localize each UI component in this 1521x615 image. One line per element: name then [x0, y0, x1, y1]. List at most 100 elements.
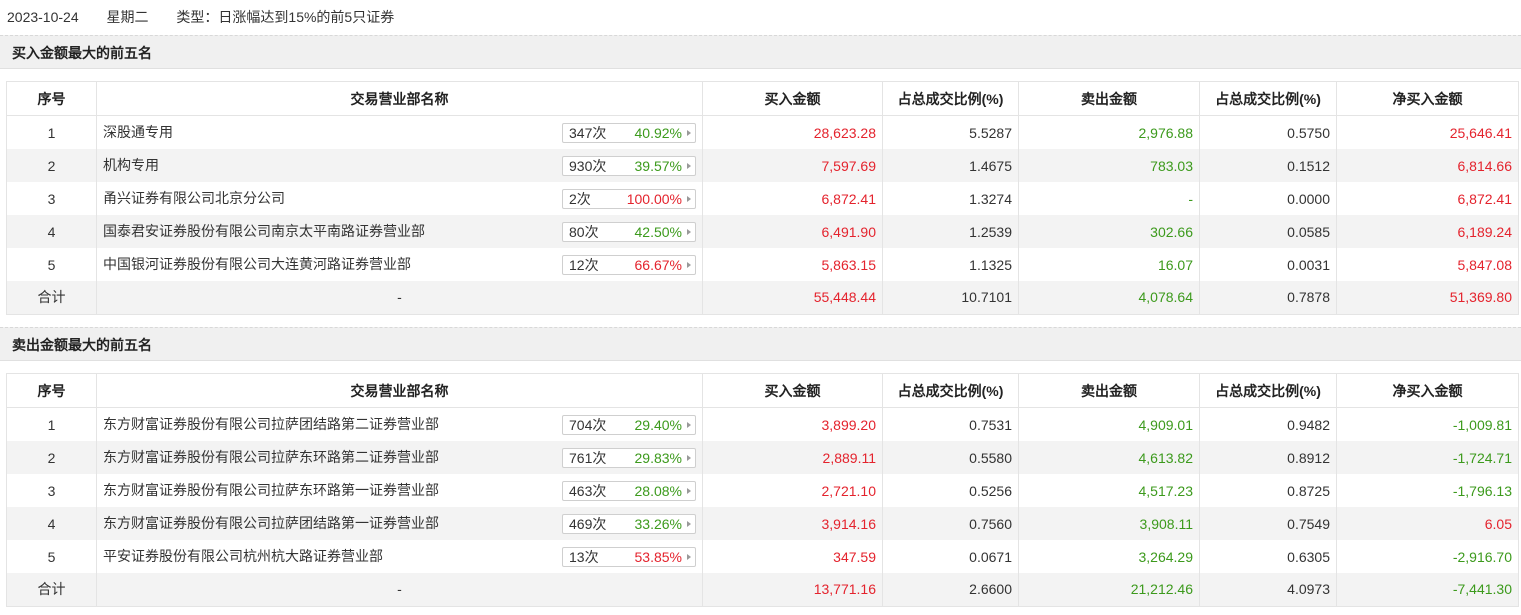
buy-ratio: 0.7560	[882, 507, 1019, 540]
dept-name-link[interactable]: 中国银河证券股份有限公司大连黄河路证券营业部	[103, 256, 411, 272]
rank-stats-button[interactable]: 80次 42.50%	[562, 222, 696, 242]
sell-ratio: 0.5750	[1199, 115, 1337, 149]
caret-right-icon	[687, 455, 691, 461]
total-label: 合计	[6, 281, 97, 315]
sell-ratio: 0.0585	[1199, 215, 1337, 248]
appearance-count: 704次	[569, 417, 607, 433]
sell-amount: 4,517.23	[1018, 474, 1200, 507]
rank-stats-button[interactable]: 13次 53.85%	[562, 547, 696, 567]
col-net-amount[interactable]: 净买入金额	[1336, 373, 1519, 408]
col-sell-ratio[interactable]: 占总成交比例(%)	[1199, 373, 1337, 408]
win-rate: 100.00%	[626, 191, 682, 207]
dept-name-link[interactable]: 东方财富证券股份有限公司拉萨团结路第一证券营业部	[103, 515, 439, 531]
list-type: 类型：日涨幅达到15%的前5只证券	[176, 9, 395, 25]
col-buy-amount[interactable]: 买入金额	[702, 81, 883, 116]
table-row: 5 平安证券股份有限公司杭州杭大路证券营业部 13次 53.85% 347.59 0.06…	[6, 540, 1519, 573]
buy-amount: 28,623.28	[702, 115, 883, 149]
appearance-count: 80次	[569, 224, 599, 240]
caret-right-icon	[687, 488, 691, 494]
sell-ratio: 0.1512	[1199, 149, 1337, 182]
row-no: 2	[6, 149, 97, 182]
dept-name-link[interactable]: 平安证券股份有限公司杭州杭大路证券营业部	[103, 548, 383, 564]
sell-ratio: 0.7549	[1199, 507, 1337, 540]
buy-ratio: 0.0671	[882, 540, 1019, 573]
net-amount: 25,646.41	[1336, 115, 1519, 149]
sell-ratio: 0.9482	[1199, 407, 1337, 441]
caret-right-icon	[687, 554, 691, 560]
rank-stats-button[interactable]: 347次 40.92%	[562, 123, 696, 143]
sell-amount: 3,264.29	[1018, 540, 1200, 573]
win-rate: 29.83%	[634, 450, 682, 466]
caret-right-icon	[687, 262, 691, 268]
dept-cell: 东方财富证券股份有限公司拉萨东环路第二证券营业部 761次 29.83%	[96, 441, 703, 474]
col-dept-name[interactable]: 交易营业部名称	[96, 81, 703, 116]
buy-amount: 3,899.20	[702, 407, 883, 441]
col-net-amount[interactable]: 净买入金额	[1336, 81, 1519, 116]
buy-top5-table: 序号 交易营业部名称 买入金额 占总成交比例(%) 卖出金额 占总成交比例(%)…	[6, 81, 1519, 315]
buy-amount: 3,914.16	[702, 507, 883, 540]
col-sell-ratio[interactable]: 占总成交比例(%)	[1199, 81, 1337, 116]
table-header-row: 序号 交易营业部名称 买入金额 占总成交比例(%) 卖出金额 占总成交比例(%)…	[6, 373, 1519, 408]
dept-name-link[interactable]: 东方财富证券股份有限公司拉萨东环路第一证券营业部	[103, 482, 439, 498]
rank-stats-button[interactable]: 2次 100.00%	[562, 189, 696, 209]
sell-ratio: 0.8725	[1199, 474, 1337, 507]
dept-name-link[interactable]: 机构专用	[103, 157, 159, 173]
row-no: 3	[6, 474, 97, 507]
total-dept: -	[96, 281, 703, 315]
table-row: 5 中国银河证券股份有限公司大连黄河路证券营业部 12次 66.67% 5,863.15…	[6, 248, 1519, 281]
buy-ratio: 1.3274	[882, 182, 1019, 215]
net-amount: -1,796.13	[1336, 474, 1519, 507]
rank-stats-button[interactable]: 463次 28.08%	[562, 481, 696, 501]
rank-stats-button[interactable]: 704次 29.40%	[562, 415, 696, 435]
sell-amount: 4,613.82	[1018, 441, 1200, 474]
total-net-amount: -7,441.30	[1336, 573, 1519, 607]
buy-ratio: 5.5287	[882, 115, 1019, 149]
rank-stats-button[interactable]: 469次 33.26%	[562, 514, 696, 534]
top-info-bar: 2023-10-24 星期二 类型：日涨幅达到15%的前5只证券	[0, 0, 1521, 34]
buy-ratio: 1.1325	[882, 248, 1019, 281]
win-rate: 28.08%	[634, 483, 682, 499]
rank-stats-button[interactable]: 761次 29.83%	[562, 448, 696, 468]
appearance-count: 930次	[569, 158, 607, 174]
sell-ratio: 0.0031	[1199, 248, 1337, 281]
table-row: 2 机构专用 930次 39.57% 7,597.69 1.4675 783.03 0.151…	[6, 149, 1519, 182]
win-rate: 66.67%	[634, 257, 682, 273]
win-rate: 29.40%	[634, 417, 682, 433]
col-dept-name[interactable]: 交易营业部名称	[96, 373, 703, 408]
table-row: 2 东方财富证券股份有限公司拉萨东环路第二证券营业部 761次 29.83% 2,889…	[6, 441, 1519, 474]
col-sell-amount[interactable]: 卖出金额	[1018, 373, 1200, 408]
win-rate: 40.92%	[634, 125, 682, 141]
caret-right-icon	[687, 422, 691, 428]
row-no: 4	[6, 507, 97, 540]
sell-amount: 783.03	[1018, 149, 1200, 182]
col-sell-amount[interactable]: 卖出金额	[1018, 81, 1200, 116]
rank-stats-button[interactable]: 930次 39.57%	[562, 156, 696, 176]
caret-right-icon	[687, 163, 691, 169]
row-no: 2	[6, 441, 97, 474]
caret-right-icon	[687, 229, 691, 235]
col-buy-amount[interactable]: 买入金额	[702, 373, 883, 408]
dept-name-link[interactable]: 东方财富证券股份有限公司拉萨东环路第二证券营业部	[103, 449, 439, 465]
dept-name-link[interactable]: 国泰君安证券股份有限公司南京太平南路证券营业部	[103, 223, 425, 239]
trade-date: 2023-10-24	[7, 9, 79, 25]
sell-amount: 302.66	[1018, 215, 1200, 248]
rank-stats-button[interactable]: 12次 66.67%	[562, 255, 696, 275]
col-no[interactable]: 序号	[6, 373, 97, 408]
net-amount: 6.05	[1336, 507, 1519, 540]
total-buy-amount: 13,771.16	[702, 573, 883, 607]
total-dept: -	[96, 573, 703, 607]
win-rate: 33.26%	[634, 516, 682, 532]
net-amount: 6,189.24	[1336, 215, 1519, 248]
buy-amount: 347.59	[702, 540, 883, 573]
col-buy-ratio[interactable]: 占总成交比例(%)	[882, 373, 1019, 408]
buy-ratio: 0.5580	[882, 441, 1019, 474]
col-buy-ratio[interactable]: 占总成交比例(%)	[882, 81, 1019, 116]
col-no[interactable]: 序号	[6, 81, 97, 116]
buy-amount: 6,491.90	[702, 215, 883, 248]
dept-name-link[interactable]: 东方财富证券股份有限公司拉萨团结路第二证券营业部	[103, 416, 439, 432]
buy-ratio: 1.2539	[882, 215, 1019, 248]
dept-name-link[interactable]: 深股通专用	[103, 124, 173, 140]
buy-amount: 6,872.41	[702, 182, 883, 215]
total-row: 合计 -13,771.16 2.6600 21,212.46 4.0973 -7,441.…	[6, 573, 1519, 607]
dept-name-link[interactable]: 甬兴证券有限公司北京分公司	[103, 190, 285, 206]
